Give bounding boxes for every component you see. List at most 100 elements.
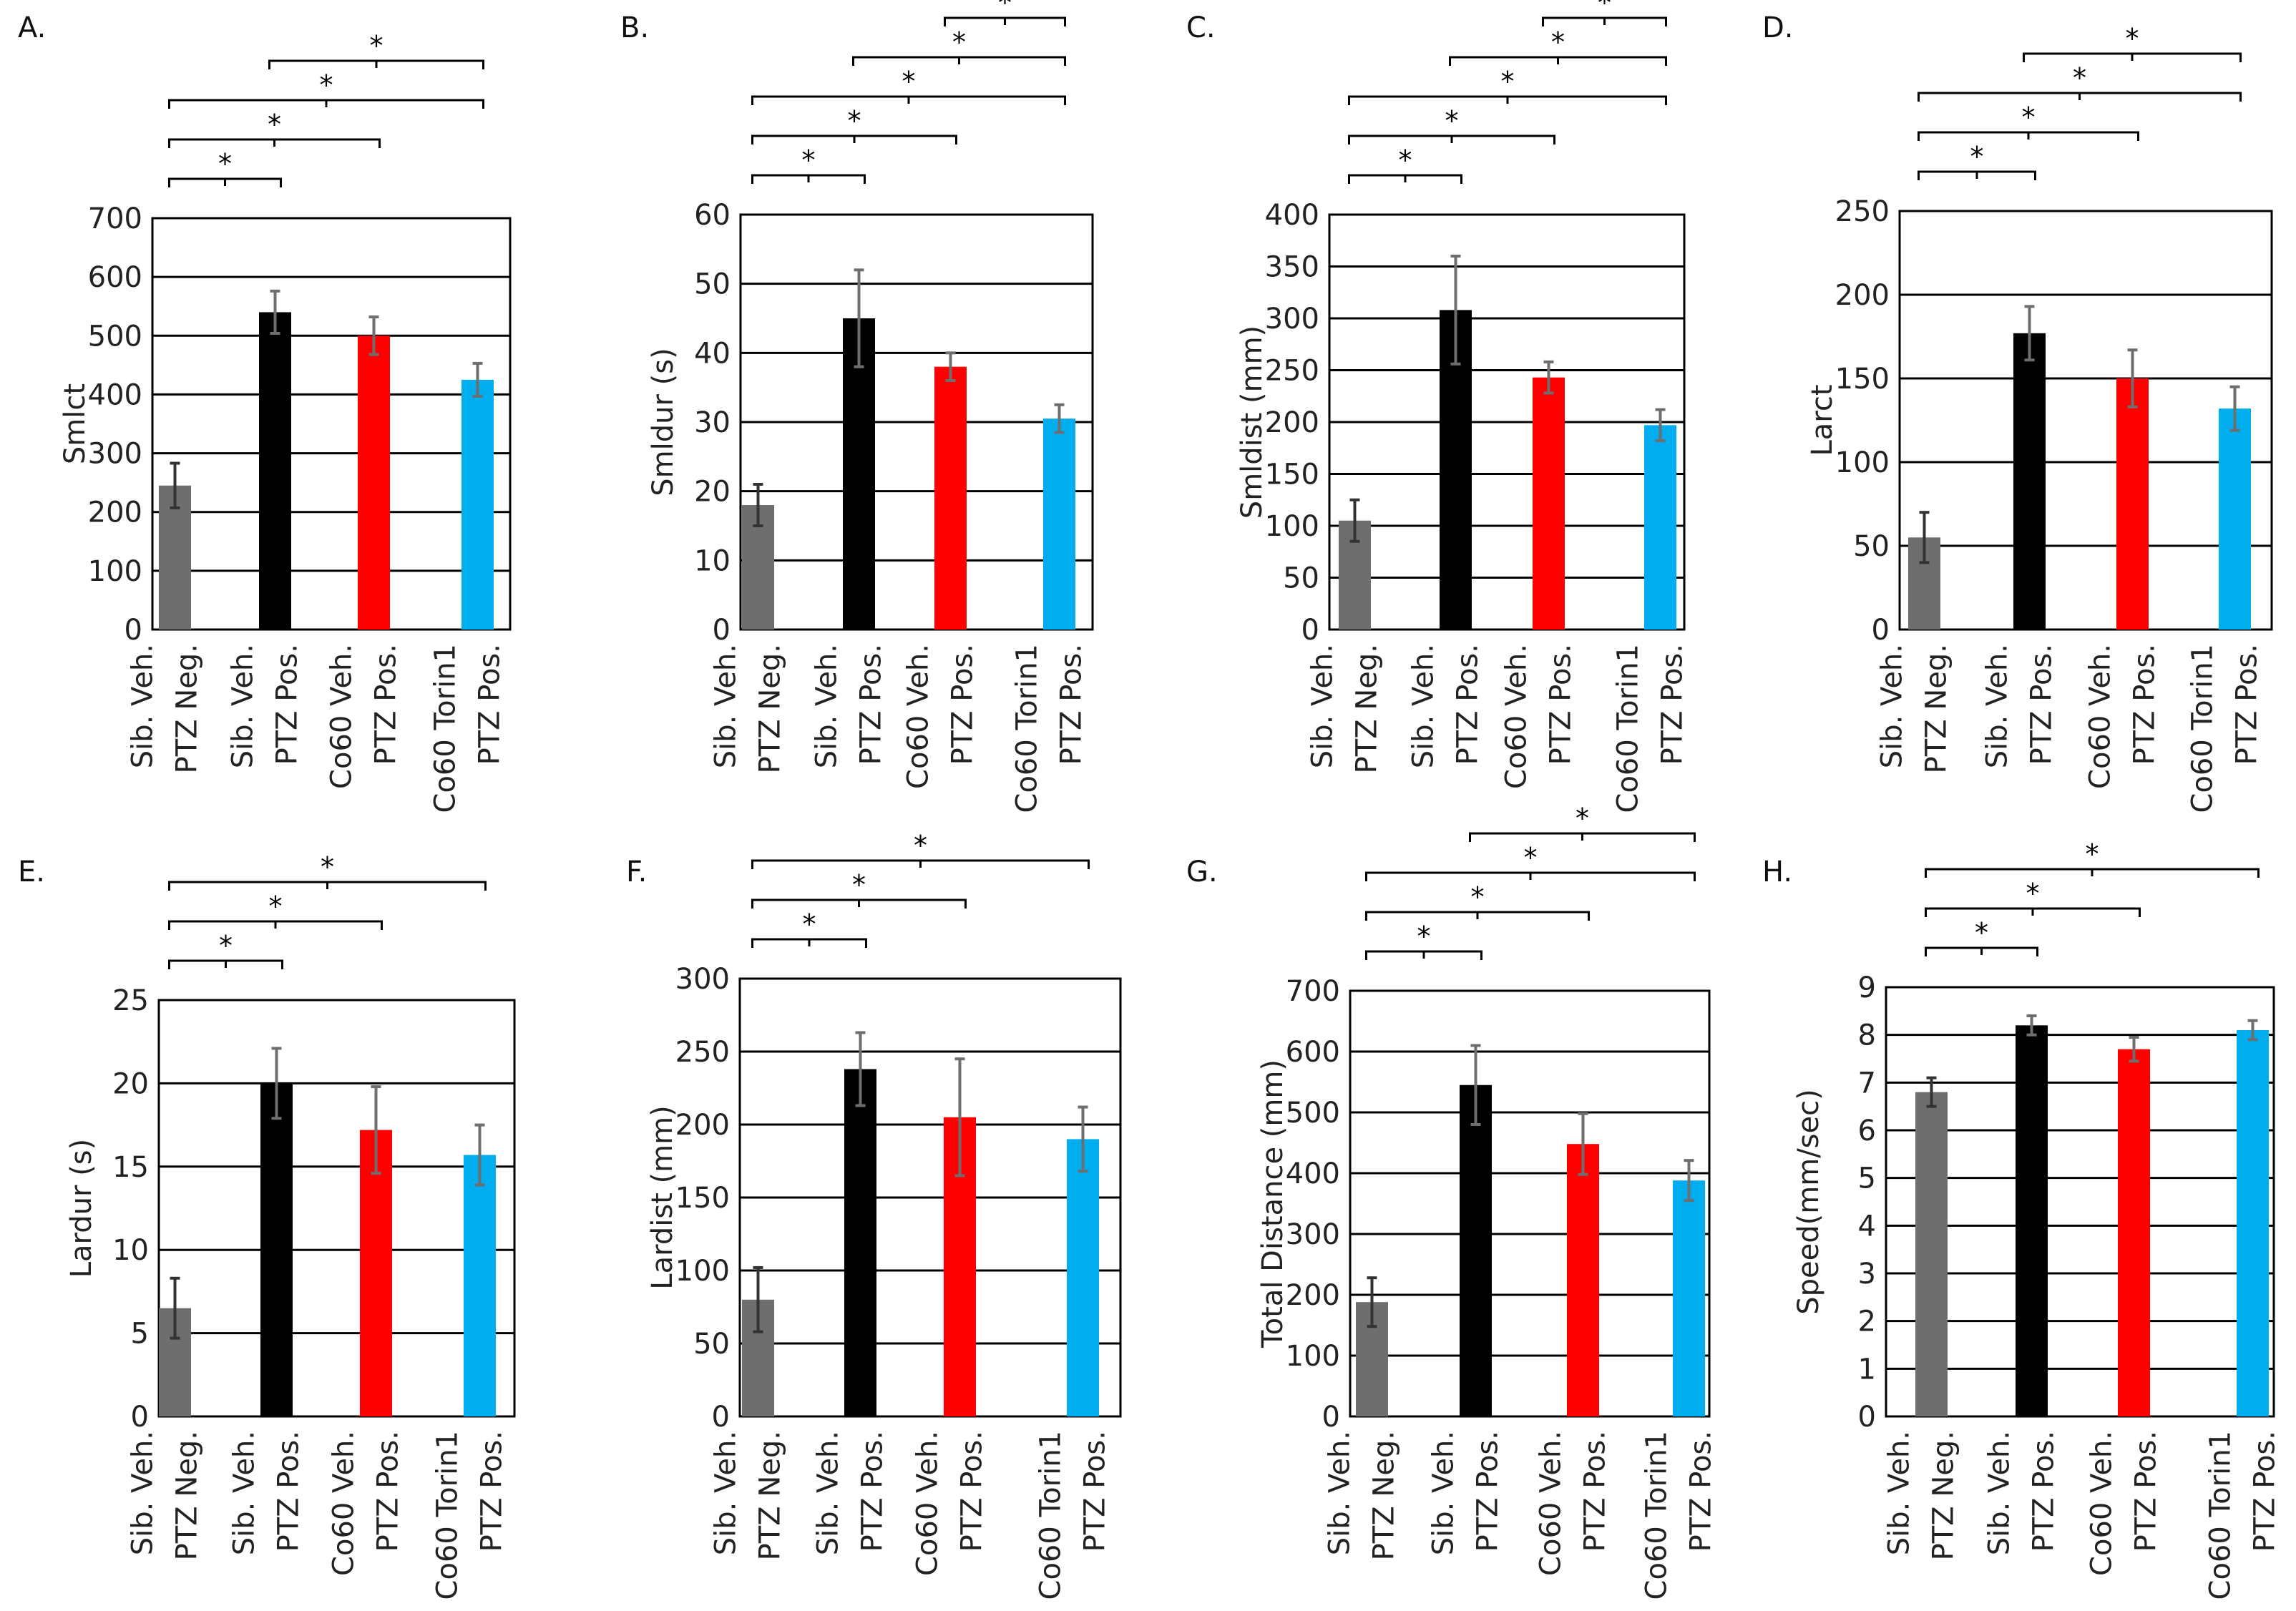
y-tick-label: 6 <box>1858 1115 1876 1147</box>
significance-star: * <box>1975 917 1988 949</box>
y-tick-label: 10 <box>694 544 731 577</box>
y-tick-label: 4 <box>1858 1210 1876 1243</box>
x-category-label: PTZ Pos. <box>271 644 304 765</box>
significance-star: * <box>802 145 816 176</box>
x-category-label: Co60 Torin1 <box>431 1431 464 1600</box>
bar-1 <box>2013 333 2046 630</box>
y-tick-label: 15 <box>112 1151 149 1184</box>
y-tick-label: 1 <box>1858 1353 1876 1386</box>
chart-panel-6: G. 0 100 200 300 400 500 600 700 Total Distance (… <box>1186 803 1718 1600</box>
chart-panel-2: C. 0 50 100 150 200 250 300 350 400 Smldist (mm) Si… <box>1186 0 1689 813</box>
y-tick-label: 50 <box>693 1328 730 1361</box>
significance-star: * <box>1501 66 1515 97</box>
significance-star: * <box>321 851 334 883</box>
significance-star: * <box>1445 105 1459 137</box>
x-category-label: PTZ Pos. <box>372 1431 405 1552</box>
y-tick-label: 100 <box>1835 446 1890 479</box>
y-tick-label: 0 <box>1322 1401 1340 1434</box>
panel-letter: E. <box>18 856 45 888</box>
y-tick-label: 5 <box>131 1318 149 1351</box>
panel-letter: F. <box>626 856 647 888</box>
y-tick-label: 400 <box>88 378 142 411</box>
y-tick-label: 300 <box>1286 1218 1340 1251</box>
bar-2 <box>358 336 390 630</box>
bar-0 <box>1915 1092 1948 1416</box>
x-category-label: PTZ Neg. <box>1920 644 1953 773</box>
chart-panel-3: D. 0 50 100 150 200 250 Larct Sib. Veh. PTZ Neg. S… <box>1762 11 2273 813</box>
bar-2 <box>2116 378 2149 630</box>
plot-frame <box>157 999 516 1418</box>
x-category-label: PTZ Neg. <box>1368 1431 1401 1560</box>
x-category-label: PTZ Pos. <box>856 1431 889 1552</box>
y-tick-label: 100 <box>1265 510 1319 543</box>
significance-star: * <box>218 148 232 180</box>
y-tick-label: 0 <box>1858 1401 1876 1434</box>
x-category-label: Co60 Torin1 <box>1035 1431 1068 1600</box>
bar-3 <box>2219 408 2251 630</box>
y-axis-label: Lardist (mm) <box>646 1105 679 1289</box>
y-axis-label: Lardur (s) <box>65 1139 98 1278</box>
x-category-label: Sib. Veh. <box>1883 1431 1916 1555</box>
x-category-label: PTZ Pos. <box>1079 1431 1112 1552</box>
bar-1 <box>2016 1025 2048 1416</box>
bar-3 <box>1644 425 1676 630</box>
significance-star: * <box>320 69 333 101</box>
y-tick-label: 600 <box>1286 1036 1340 1069</box>
y-tick-label: 150 <box>1265 459 1319 491</box>
y-tick-label: 300 <box>1265 303 1319 336</box>
significance-star: * <box>2126 23 2139 54</box>
y-tick-label: 400 <box>1265 199 1319 232</box>
significance-star: * <box>2022 102 2036 133</box>
y-tick-label: 250 <box>1265 355 1319 388</box>
y-tick-label: 700 <box>88 202 142 235</box>
y-tick-label: 200 <box>675 1109 730 1142</box>
x-category-label: Sib. Veh. <box>127 644 160 768</box>
bar-1 <box>259 312 291 630</box>
x-category-label: PTZ Neg. <box>171 644 204 773</box>
x-category-label: PTZ Pos. <box>1579 1431 1612 1552</box>
significance-star: * <box>914 830 927 861</box>
x-category-label: PTZ Pos. <box>1656 644 1689 765</box>
significance-star: * <box>1970 141 1984 172</box>
significance-star: * <box>269 891 283 922</box>
chart-panel-4: E. 0 5 10 15 20 25 Lardur (s) Sib. Veh. PTZ Neg. S… <box>18 851 516 1600</box>
x-category-label: PTZ Pos. <box>2028 1431 2061 1552</box>
x-category-label: Co60 Torin1 <box>2187 644 2219 813</box>
x-category-label: Sib. Veh. <box>1324 1431 1357 1555</box>
significance-star: * <box>852 869 866 901</box>
x-category-label: PTZ Pos. <box>1472 1431 1505 1552</box>
bar-3 <box>461 379 494 630</box>
x-category-label: PTZ Neg. <box>1351 644 1384 773</box>
plot-frame <box>1885 986 2275 1418</box>
y-tick-label: 500 <box>1286 1097 1340 1130</box>
x-category-label: Co60 Veh. <box>2084 644 2117 789</box>
x-category-label: PTZ Neg. <box>754 1431 787 1560</box>
y-axis-label: Speed(mm/sec) <box>1792 1089 1825 1314</box>
bar-1 <box>844 1069 876 1416</box>
y-tick-label: 350 <box>1265 251 1319 284</box>
y-tick-label: 200 <box>1286 1279 1340 1312</box>
y-axis-label: Larct <box>1806 384 1839 456</box>
significance-star: * <box>1576 803 1589 834</box>
panel-letter: A. <box>18 11 46 44</box>
y-tick-label: 300 <box>675 963 730 996</box>
significance-star: * <box>1524 842 1538 873</box>
y-tick-label: 600 <box>88 261 142 294</box>
y-tick-label: 0 <box>713 614 731 647</box>
x-category-label: PTZ Pos. <box>476 1431 509 1552</box>
y-tick-label: 0 <box>1872 614 1890 647</box>
y-axis-label: Smldur (s) <box>647 348 680 496</box>
x-category-label: PTZ Pos. <box>2130 1431 2163 1552</box>
y-tick-label: 0 <box>712 1401 730 1434</box>
y-tick-label: 500 <box>88 320 142 353</box>
plot-frame <box>738 977 1122 1418</box>
y-tick-label: 40 <box>694 337 731 370</box>
chart-panel-0: A. 0 100 200 300 400 500 600 700 Smlct Sib. Veh. PT… <box>18 11 512 813</box>
x-category-label: PTZ Pos. <box>370 644 403 765</box>
y-tick-label: 200 <box>1835 279 1890 312</box>
panel-letter: B. <box>620 11 649 44</box>
y-tick-label: 50 <box>694 268 731 301</box>
x-category-label: Co60 Torin1 <box>1011 644 1044 813</box>
chart-panel-7: H. 0 1 2 3 4 5 6 7 8 9 Speed(mm/sec) Sib. Veh. PTZ Ne… <box>1762 838 2282 1600</box>
y-tick-label: 100 <box>1286 1340 1340 1373</box>
